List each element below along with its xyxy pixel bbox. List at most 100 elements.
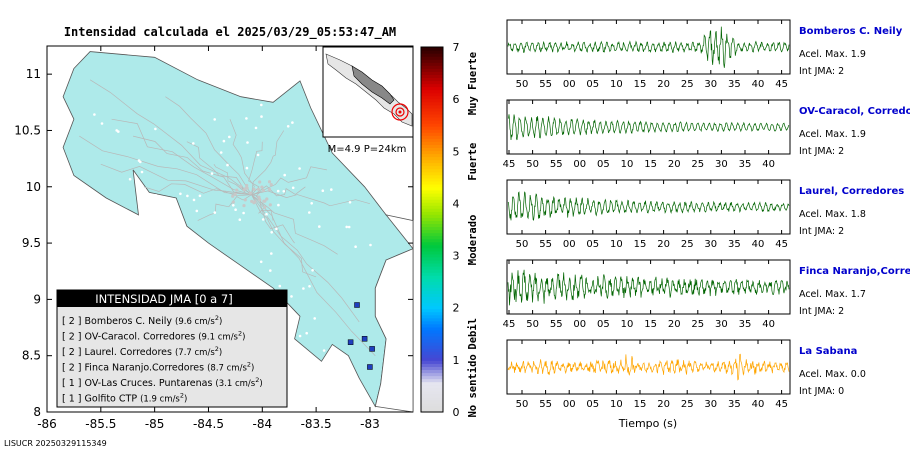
road-line xyxy=(165,96,252,195)
colorbar-segment xyxy=(421,159,443,164)
colorbar-tick-label: 2 xyxy=(453,302,460,315)
station-name-label: Finca Naranjo,Corredores xyxy=(799,266,910,277)
colorbar-segment xyxy=(421,232,443,237)
seismogram-tick-label: 15 xyxy=(634,79,647,90)
legend-entry-value: (1.9 cm/s xyxy=(140,395,180,405)
colorbar-segment xyxy=(421,354,443,358)
colorbar-segment xyxy=(421,98,443,103)
town-marker xyxy=(286,125,290,128)
urban-marker xyxy=(265,197,269,201)
epicenter-ring-inner xyxy=(395,107,405,117)
seismogram-tick-label: 00 xyxy=(563,79,576,90)
colorbar-segment xyxy=(421,116,443,121)
legend-entry-station: Golfito CTP xyxy=(85,394,141,405)
colorbar-segment xyxy=(421,390,443,395)
colorbar-segment xyxy=(421,135,443,139)
town-marker xyxy=(330,188,333,191)
urban-marker xyxy=(252,201,256,205)
colorbar-segment xyxy=(421,305,443,310)
legend-entry-level: [ 2 ] xyxy=(62,332,85,343)
map-y-tick-label: 8 xyxy=(33,405,41,419)
town-marker xyxy=(213,211,217,214)
town-marker xyxy=(254,126,258,130)
town-marker xyxy=(318,225,321,228)
legend-entry-superscript: 2 xyxy=(215,314,219,322)
colorbar-segment xyxy=(421,47,443,51)
colorbar-segment xyxy=(421,217,443,221)
inset-magnitude-label: M=4.9 P=24km xyxy=(328,144,407,155)
urban-marker xyxy=(268,203,272,207)
legend-entry-level: [ 1 ] xyxy=(62,378,85,389)
jma-intensity-label: Int JMA: 2 xyxy=(799,66,844,77)
colorbar-tick-label: 7 xyxy=(453,41,460,54)
map-y-tick-label: 9.5 xyxy=(22,236,41,250)
seismogram-tick-label: 40 xyxy=(752,79,765,90)
colorbar-tick-label: 0 xyxy=(453,406,460,419)
map-panel: -86 -85.5 -85 -84.5 -84 -83.5 -83 8 8.5 9 9.5 10 10… xyxy=(14,45,414,431)
colorbar-segment xyxy=(421,262,443,267)
town-marker xyxy=(313,317,317,320)
colorbar-segment xyxy=(421,101,443,106)
peak-accel-label: Acel. Max. 0.0 xyxy=(799,369,866,380)
seismogram-tick-label: 10 xyxy=(621,319,634,330)
colorbar-segment xyxy=(421,186,443,191)
town-marker xyxy=(232,204,235,207)
colorbar-segment xyxy=(421,317,443,322)
colorbar-segment xyxy=(421,65,443,69)
town-marker xyxy=(210,172,214,175)
map-y-tick-label: 10.5 xyxy=(14,123,41,137)
town-marker xyxy=(234,208,237,211)
town-marker xyxy=(277,203,280,207)
town-marker xyxy=(322,349,326,352)
panama-border xyxy=(374,214,414,413)
road-line xyxy=(111,118,252,196)
map-x-tick-label: -84.5 xyxy=(193,417,224,431)
legend-entry-superscript: 2 xyxy=(238,330,242,338)
colorbar-category-label: Fuerte xyxy=(467,143,479,181)
colorbar-segment xyxy=(421,381,443,386)
town-marker xyxy=(311,269,314,272)
town-marker xyxy=(308,211,311,214)
legend-entries: [ 2 ] Bomberos C. Neily (9.6 cm/s2)[ 2 ]… xyxy=(62,314,263,405)
colorbar-segment xyxy=(421,348,443,352)
peak-accel-label: Acel. Max. 1.8 xyxy=(799,209,866,220)
town-marker xyxy=(298,334,302,338)
colorbar-segment xyxy=(421,153,443,158)
seismogram-tick-label: 30 xyxy=(704,239,717,250)
seismogram-tick-label: 50 xyxy=(526,319,539,330)
urban-marker xyxy=(239,184,243,188)
jma-intensity-label: Int JMA: 0 xyxy=(799,386,844,397)
colorbar-gradient xyxy=(421,47,443,413)
seismogram-tick-label: 40 xyxy=(762,159,775,170)
colorbar-segment xyxy=(421,74,443,79)
legend-frame xyxy=(56,289,288,408)
colorbar-segment xyxy=(421,259,443,264)
station-marker-finca-naranjo xyxy=(367,364,373,370)
colorbar-segment xyxy=(421,405,443,410)
seismogram-tick-label: 55 xyxy=(539,399,552,410)
seismogram-tick-label: 20 xyxy=(668,159,681,170)
town-marker xyxy=(261,218,265,221)
legend-entry-value: (7.7 cm/s xyxy=(175,348,215,358)
colorbar-segment xyxy=(421,208,443,212)
colorbar-segment xyxy=(421,59,443,63)
legend-title: INTENSIDAD JMA [0 a 7] xyxy=(95,292,232,306)
colorbar-segment xyxy=(421,214,443,218)
time-axis-label: Tiempo (s) xyxy=(618,417,677,430)
colorbar-segment xyxy=(421,138,443,142)
jma-intensity-label: Int JMA: 2 xyxy=(799,306,844,317)
colorbar-segment xyxy=(421,89,443,94)
colorbar-segment xyxy=(421,244,443,249)
town-marker xyxy=(93,113,96,116)
legend-entry: [ 1 ] OV-Las Cruces. Puntarenas (3.1 cm/… xyxy=(62,376,263,389)
road-line xyxy=(213,164,252,195)
map-y-tick-label: 11 xyxy=(26,67,41,81)
seismogram-waveform xyxy=(507,353,790,381)
colorbar-segment xyxy=(421,189,443,194)
seismogram-waveform xyxy=(507,26,790,68)
station-marker-bomberos-neily xyxy=(361,336,368,342)
colorbar-segment xyxy=(421,141,443,145)
urban-marker xyxy=(242,204,246,208)
seismogram-panel-4: 45 50 55 00 05 10 15 20 25 30 35 40 Finca Naranjo,Co… xyxy=(503,259,910,330)
